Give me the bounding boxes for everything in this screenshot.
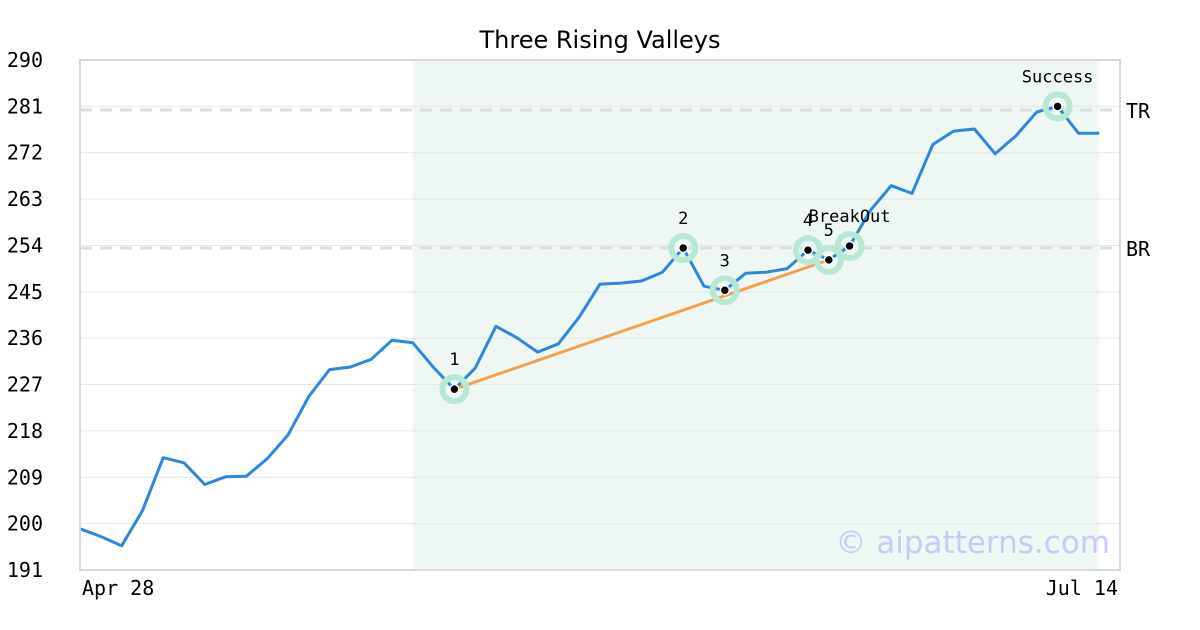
y-tick-label: 200 bbox=[7, 512, 43, 536]
point-label: 3 bbox=[720, 251, 730, 271]
y-tick-label: 209 bbox=[7, 465, 43, 489]
y-tick-label: 272 bbox=[7, 141, 43, 165]
trend-line bbox=[453, 258, 830, 391]
y-tick-label: 191 bbox=[7, 558, 43, 582]
point-label: 1 bbox=[449, 350, 459, 370]
point-label: 2 bbox=[678, 209, 688, 229]
point-halo bbox=[1042, 91, 1073, 122]
point-halo bbox=[834, 230, 865, 261]
point-halo bbox=[709, 275, 740, 306]
pattern-region bbox=[412, 60, 1100, 570]
point-halo bbox=[813, 244, 844, 275]
x-tick-label: Apr 28 bbox=[82, 576, 154, 600]
point-marker bbox=[802, 244, 814, 256]
y-tick-label: 236 bbox=[7, 326, 43, 350]
chart-title: Three Rising Valleys bbox=[478, 26, 720, 54]
y-tick-label: 245 bbox=[7, 280, 43, 304]
y-tick-label: 227 bbox=[7, 373, 43, 397]
point-marker bbox=[719, 285, 731, 296]
point-halo bbox=[668, 233, 699, 264]
y-tick-label: 254 bbox=[7, 233, 43, 257]
point-marker bbox=[823, 254, 835, 266]
plot-frame bbox=[79, 59, 1121, 571]
point-label: BreakOut bbox=[809, 207, 891, 227]
point-marker bbox=[844, 240, 855, 252]
level-label: BR bbox=[1126, 237, 1151, 261]
y-tick-label: 218 bbox=[7, 419, 43, 443]
level-label: TR bbox=[1126, 99, 1151, 123]
point-label: 4 bbox=[803, 211, 813, 231]
point-marker bbox=[449, 383, 460, 395]
point-marker bbox=[1052, 101, 1063, 112]
y-tick-label: 263 bbox=[7, 187, 43, 211]
y-tick-label: 281 bbox=[7, 94, 43, 118]
point-marker bbox=[677, 242, 689, 254]
watermark: © aipatterns.com bbox=[835, 525, 1110, 561]
x-tick-label: Jul 14 bbox=[1046, 576, 1118, 600]
point-halo bbox=[439, 374, 470, 405]
price-line bbox=[79, 104, 1100, 548]
point-label: 5 bbox=[824, 221, 834, 241]
y-tick-label: 290 bbox=[7, 48, 43, 72]
point-label: Success bbox=[1022, 67, 1094, 87]
